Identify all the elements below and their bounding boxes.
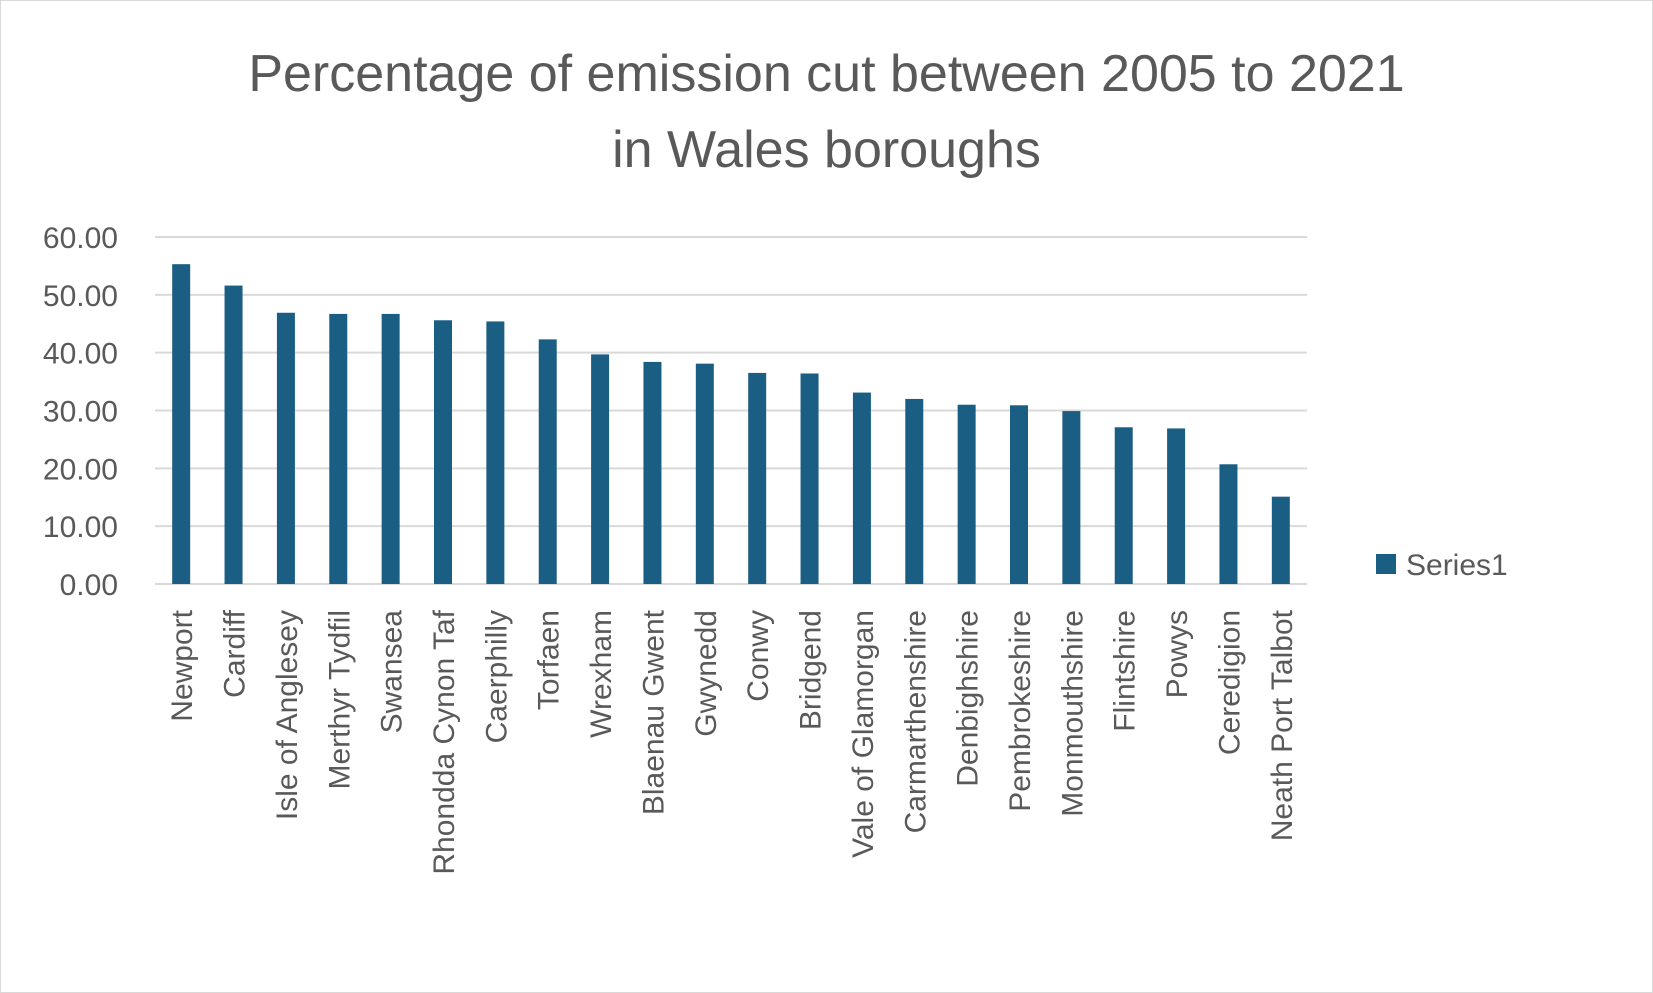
x-tick-label: Carmarthenshire (899, 610, 932, 833)
x-tick-label: Torfaen (533, 610, 566, 710)
x-tick-label: Blaenau Gwent (637, 609, 670, 815)
bar (1219, 464, 1238, 584)
x-tick-label: Ceredigion (1213, 610, 1246, 755)
bar (486, 321, 505, 584)
bar (381, 313, 400, 584)
x-tick-label: Caerphilly (480, 610, 513, 743)
bar (538, 339, 557, 584)
bar (957, 404, 976, 584)
y-tick-label: 30.00 (43, 396, 118, 429)
chart-title-line-1: Percentage of emission cut between 2005 … (248, 45, 1405, 103)
y-tick-label: 50.00 (43, 280, 118, 313)
bar (1062, 411, 1081, 584)
x-tick-label: Rhondda Cynon Taf (428, 609, 461, 874)
bar (748, 372, 767, 584)
bar (591, 354, 610, 584)
x-tick-label: Bridgend (795, 610, 828, 730)
bar (224, 285, 243, 584)
bar (695, 363, 714, 584)
legend-swatch (1376, 554, 1396, 574)
bar (1114, 427, 1133, 584)
bar (434, 320, 452, 584)
y-tick-label: 10.00 (43, 511, 118, 544)
x-tick-label: Vale of Glamorgan (847, 610, 880, 858)
bar (1010, 405, 1028, 584)
y-tick-label: 60.00 (43, 222, 118, 255)
bar (172, 264, 191, 584)
x-tick-label: Conwy (742, 610, 775, 702)
bar (276, 312, 295, 584)
x-tick-label: Gwynedd (690, 610, 723, 737)
x-tick-label: Monmouthshire (1056, 610, 1089, 817)
bar (643, 361, 662, 584)
x-tick-label: Powys (1161, 610, 1194, 698)
bar (800, 373, 819, 584)
x-tick-label: Pembrokeshire (1004, 610, 1037, 812)
bar (329, 313, 348, 584)
x-tick-label: Wrexham (585, 610, 618, 738)
bar (905, 398, 924, 584)
bar (852, 392, 871, 584)
x-tick-label: Neath Port Talbot (1266, 609, 1299, 841)
legend-label: Series1 (1406, 549, 1508, 582)
bar (1167, 428, 1186, 584)
x-tick-label: Isle of Anglesey (271, 610, 304, 820)
x-tick-label: Flintshire (1109, 610, 1142, 732)
bar (1271, 496, 1290, 584)
x-tick-label: Swansea (376, 610, 409, 734)
y-tick-label: 20.00 (43, 453, 118, 486)
chart-title-line-2: in Wales boroughs (612, 121, 1041, 179)
x-tick-label: Merthyr Tydfil (323, 610, 356, 790)
x-tick-label: Denbighshire (952, 610, 985, 787)
chart-title: Percentage of emission cut between 2005 … (0, 36, 1653, 188)
x-tick-label: Newport (166, 609, 199, 721)
y-tick-label: 0.00 (60, 569, 118, 602)
x-tick-label: Cardiff (219, 609, 252, 697)
y-tick-label: 40.00 (43, 338, 118, 371)
